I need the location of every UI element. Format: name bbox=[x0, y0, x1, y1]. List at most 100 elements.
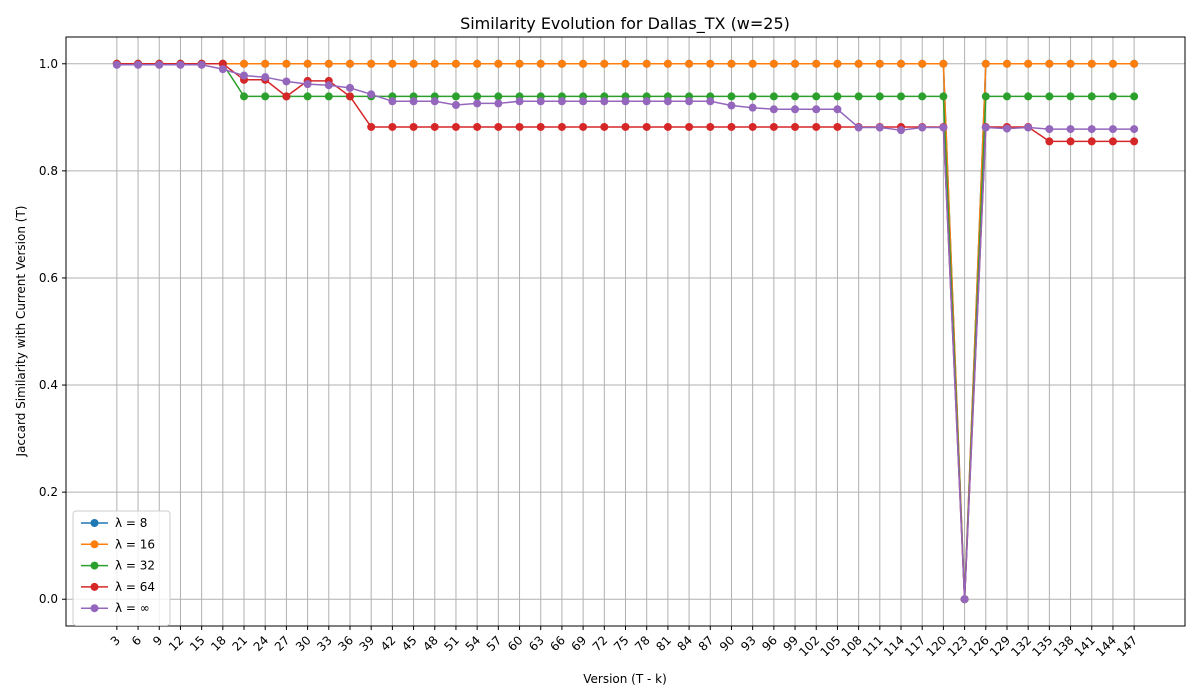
data-point bbox=[1108, 59, 1117, 68]
y-tick-label: 0.0 bbox=[39, 592, 58, 606]
data-point bbox=[1045, 137, 1054, 146]
chart-title: Similarity Evolution for Dallas_TX (w=25… bbox=[460, 14, 790, 34]
data-point bbox=[727, 122, 736, 131]
data-point bbox=[791, 105, 800, 114]
x-tick-label: 117 bbox=[902, 633, 928, 659]
data-point bbox=[621, 59, 630, 68]
data-point bbox=[854, 59, 863, 68]
data-point bbox=[727, 59, 736, 68]
data-point bbox=[494, 92, 503, 101]
data-point bbox=[1024, 92, 1033, 101]
data-point bbox=[282, 59, 291, 68]
x-tick-label: 129 bbox=[987, 633, 1013, 659]
legend-label: λ = ∞ bbox=[115, 601, 150, 615]
data-point bbox=[388, 59, 397, 68]
data-point bbox=[812, 59, 821, 68]
data-point bbox=[875, 92, 884, 101]
legend-box bbox=[72, 510, 171, 626]
data-point bbox=[494, 59, 503, 68]
x-tick-label: 114 bbox=[881, 633, 907, 659]
data-point bbox=[515, 122, 524, 131]
data-point bbox=[1002, 59, 1011, 68]
legend-label: λ = 64 bbox=[115, 580, 155, 594]
data-point bbox=[727, 101, 736, 110]
data-point bbox=[748, 92, 757, 101]
x-tick-label: 105 bbox=[817, 633, 843, 659]
x-tick-label: 81 bbox=[653, 633, 674, 654]
legend-marker bbox=[90, 519, 99, 527]
data-point bbox=[451, 122, 460, 131]
x-tick-label: 12 bbox=[166, 633, 187, 654]
data-point bbox=[430, 59, 439, 68]
data-point bbox=[981, 123, 990, 132]
data-point bbox=[303, 59, 312, 68]
legend-item: λ = 32 bbox=[81, 559, 155, 573]
data-point bbox=[1087, 59, 1096, 68]
legend-item: λ = 8 bbox=[81, 516, 147, 530]
x-tick-label: 87 bbox=[696, 633, 717, 654]
data-point bbox=[748, 103, 757, 112]
x-tick-label: 36 bbox=[335, 633, 356, 654]
legend-item: λ = 64 bbox=[81, 580, 155, 594]
x-tick-label: 132 bbox=[1008, 633, 1034, 659]
x-tick-label: 6 bbox=[129, 633, 144, 648]
legend-item: λ = ∞ bbox=[81, 601, 150, 615]
data-point bbox=[430, 122, 439, 131]
data-point bbox=[473, 92, 482, 101]
data-point bbox=[642, 122, 651, 131]
x-tick-label: 30 bbox=[293, 633, 314, 654]
data-point bbox=[875, 59, 884, 68]
data-point bbox=[494, 99, 503, 108]
data-point bbox=[897, 92, 906, 101]
x-tick-label: 93 bbox=[738, 633, 759, 654]
data-point bbox=[515, 97, 524, 106]
x-tick-label: 54 bbox=[463, 633, 484, 654]
grid bbox=[66, 37, 1185, 626]
data-point bbox=[282, 92, 291, 101]
data-point bbox=[473, 122, 482, 131]
x-tick-label: 57 bbox=[484, 633, 505, 654]
data-point bbox=[685, 122, 694, 131]
data-point bbox=[388, 97, 397, 106]
data-point bbox=[557, 97, 566, 106]
x-tick-label: 69 bbox=[569, 633, 590, 654]
x-tick-label: 33 bbox=[314, 633, 335, 654]
data-point bbox=[791, 122, 800, 131]
data-point bbox=[769, 92, 778, 101]
data-point bbox=[812, 105, 821, 114]
x-tick-label: 66 bbox=[547, 633, 568, 654]
data-point bbox=[854, 123, 863, 132]
data-point bbox=[918, 59, 927, 68]
data-point bbox=[663, 97, 672, 106]
data-point bbox=[833, 105, 842, 114]
data-point bbox=[303, 92, 312, 101]
data-point bbox=[1130, 92, 1139, 101]
x-tick-label: 96 bbox=[759, 633, 780, 654]
y-axis-ticks: 0.0 0.2 0.4 0.6 0.8 1.0 bbox=[39, 57, 66, 606]
x-tick-label: 27 bbox=[272, 633, 293, 654]
data-point bbox=[1002, 92, 1011, 101]
data-point bbox=[748, 122, 757, 131]
x-tick-label: 108 bbox=[839, 633, 865, 659]
legend-marker bbox=[90, 561, 99, 570]
data-point bbox=[663, 122, 672, 131]
x-tick-label: 9 bbox=[150, 633, 165, 648]
x-tick-label: 21 bbox=[229, 633, 250, 654]
data-point bbox=[176, 60, 185, 69]
x-tick-label: 48 bbox=[420, 633, 441, 654]
x-tick-label: 102 bbox=[796, 633, 822, 659]
x-tick-label: 120 bbox=[923, 633, 949, 659]
data-point bbox=[261, 59, 270, 68]
data-point bbox=[451, 101, 460, 110]
data-point bbox=[367, 90, 376, 99]
data-point bbox=[451, 92, 460, 101]
x-tick-label: 42 bbox=[378, 633, 399, 654]
data-point bbox=[240, 59, 249, 68]
y-tick-label: 0.6 bbox=[39, 271, 58, 285]
data-point bbox=[240, 71, 249, 80]
data-point bbox=[197, 60, 206, 69]
data-point bbox=[663, 59, 672, 68]
data-point bbox=[769, 105, 778, 114]
data-point bbox=[451, 59, 460, 68]
data-point bbox=[579, 59, 588, 68]
